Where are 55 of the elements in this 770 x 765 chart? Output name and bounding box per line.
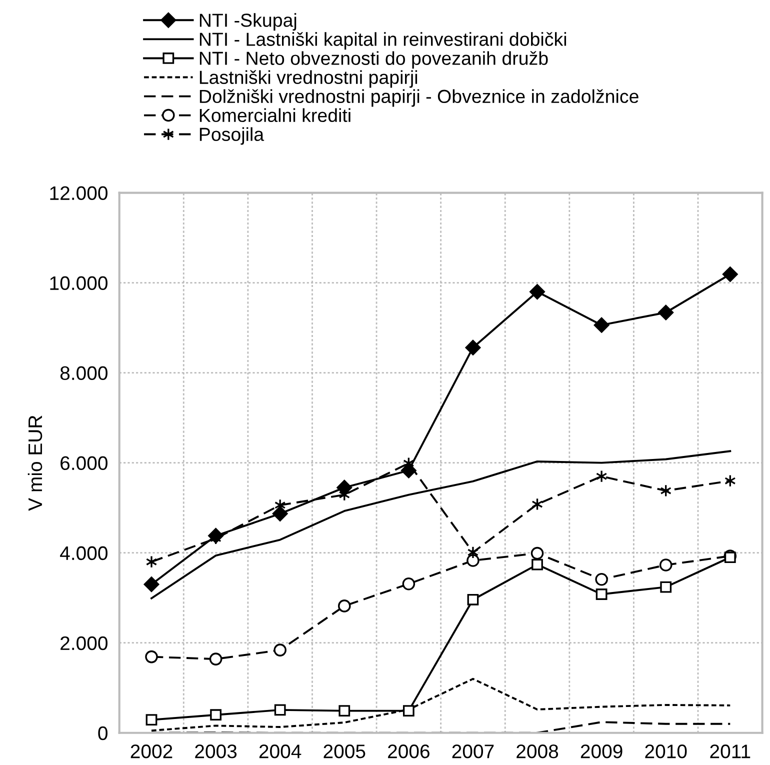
point	[596, 588, 608, 600]
point	[594, 317, 610, 333]
point	[466, 554, 480, 567]
point	[336, 480, 352, 496]
point	[658, 304, 674, 320]
x-tick-label: 2010	[645, 744, 687, 758]
legend-label: NTI - Lastniški kapital in reinvestirani dobički	[200, 32, 566, 50]
line-series	[150, 450, 732, 600]
x-tick-label: 2006	[388, 744, 430, 758]
point	[659, 558, 672, 572]
x-tick-label: 2009	[580, 744, 622, 758]
point	[530, 284, 545, 300]
point	[595, 573, 608, 586]
y-tick-label: 8.000	[60, 366, 108, 380]
legend-label: Komercialni krediti	[200, 108, 350, 122]
point	[467, 594, 479, 606]
point	[209, 652, 222, 666]
x-tick-label: 2003	[195, 744, 237, 758]
point	[660, 581, 672, 593]
point	[465, 340, 481, 356]
y-tick-label: 2.000	[60, 636, 108, 650]
y-tick-label: 6.000	[60, 456, 108, 470]
point	[146, 555, 158, 568]
point	[596, 470, 608, 483]
x-tick-label: 2005	[324, 744, 366, 758]
point	[402, 578, 416, 590]
point	[532, 558, 543, 570]
legend-label: Dolžniški vrednostni papirji - Obveznice in zadolžnice	[200, 89, 638, 107]
y-tick-label: 0	[98, 726, 108, 740]
legend-label: Lastniški vrednostni papirji	[200, 70, 418, 88]
point	[338, 705, 350, 717]
legend-label: NTI - Neto obveznosti do povezanih družb	[200, 51, 548, 69]
point	[530, 546, 544, 560]
point	[146, 714, 158, 726]
x-tick-label: 2002	[130, 744, 172, 758]
point	[338, 600, 351, 612]
y-tick-label: 12.000	[50, 186, 108, 200]
legend-label: Posojila	[200, 127, 264, 145]
x-tick-label: 2007	[452, 744, 494, 758]
y-tick-label: 10.000	[50, 276, 108, 290]
point	[722, 266, 738, 282]
point	[274, 704, 286, 716]
y-tick-label: 4.000	[60, 546, 108, 560]
point	[144, 576, 160, 592]
legend-label: NTI -Skupaj	[200, 13, 296, 31]
point	[402, 705, 414, 717]
y-axis-title: V mio EUR	[28, 416, 42, 511]
x-tick-label: 2008	[516, 744, 558, 758]
x-tick-label: 2011	[710, 744, 750, 758]
point	[467, 546, 479, 559]
x-tick-label: 2004	[259, 744, 302, 758]
point	[274, 644, 286, 656]
point	[272, 506, 288, 522]
point	[145, 650, 158, 664]
point	[210, 709, 222, 721]
